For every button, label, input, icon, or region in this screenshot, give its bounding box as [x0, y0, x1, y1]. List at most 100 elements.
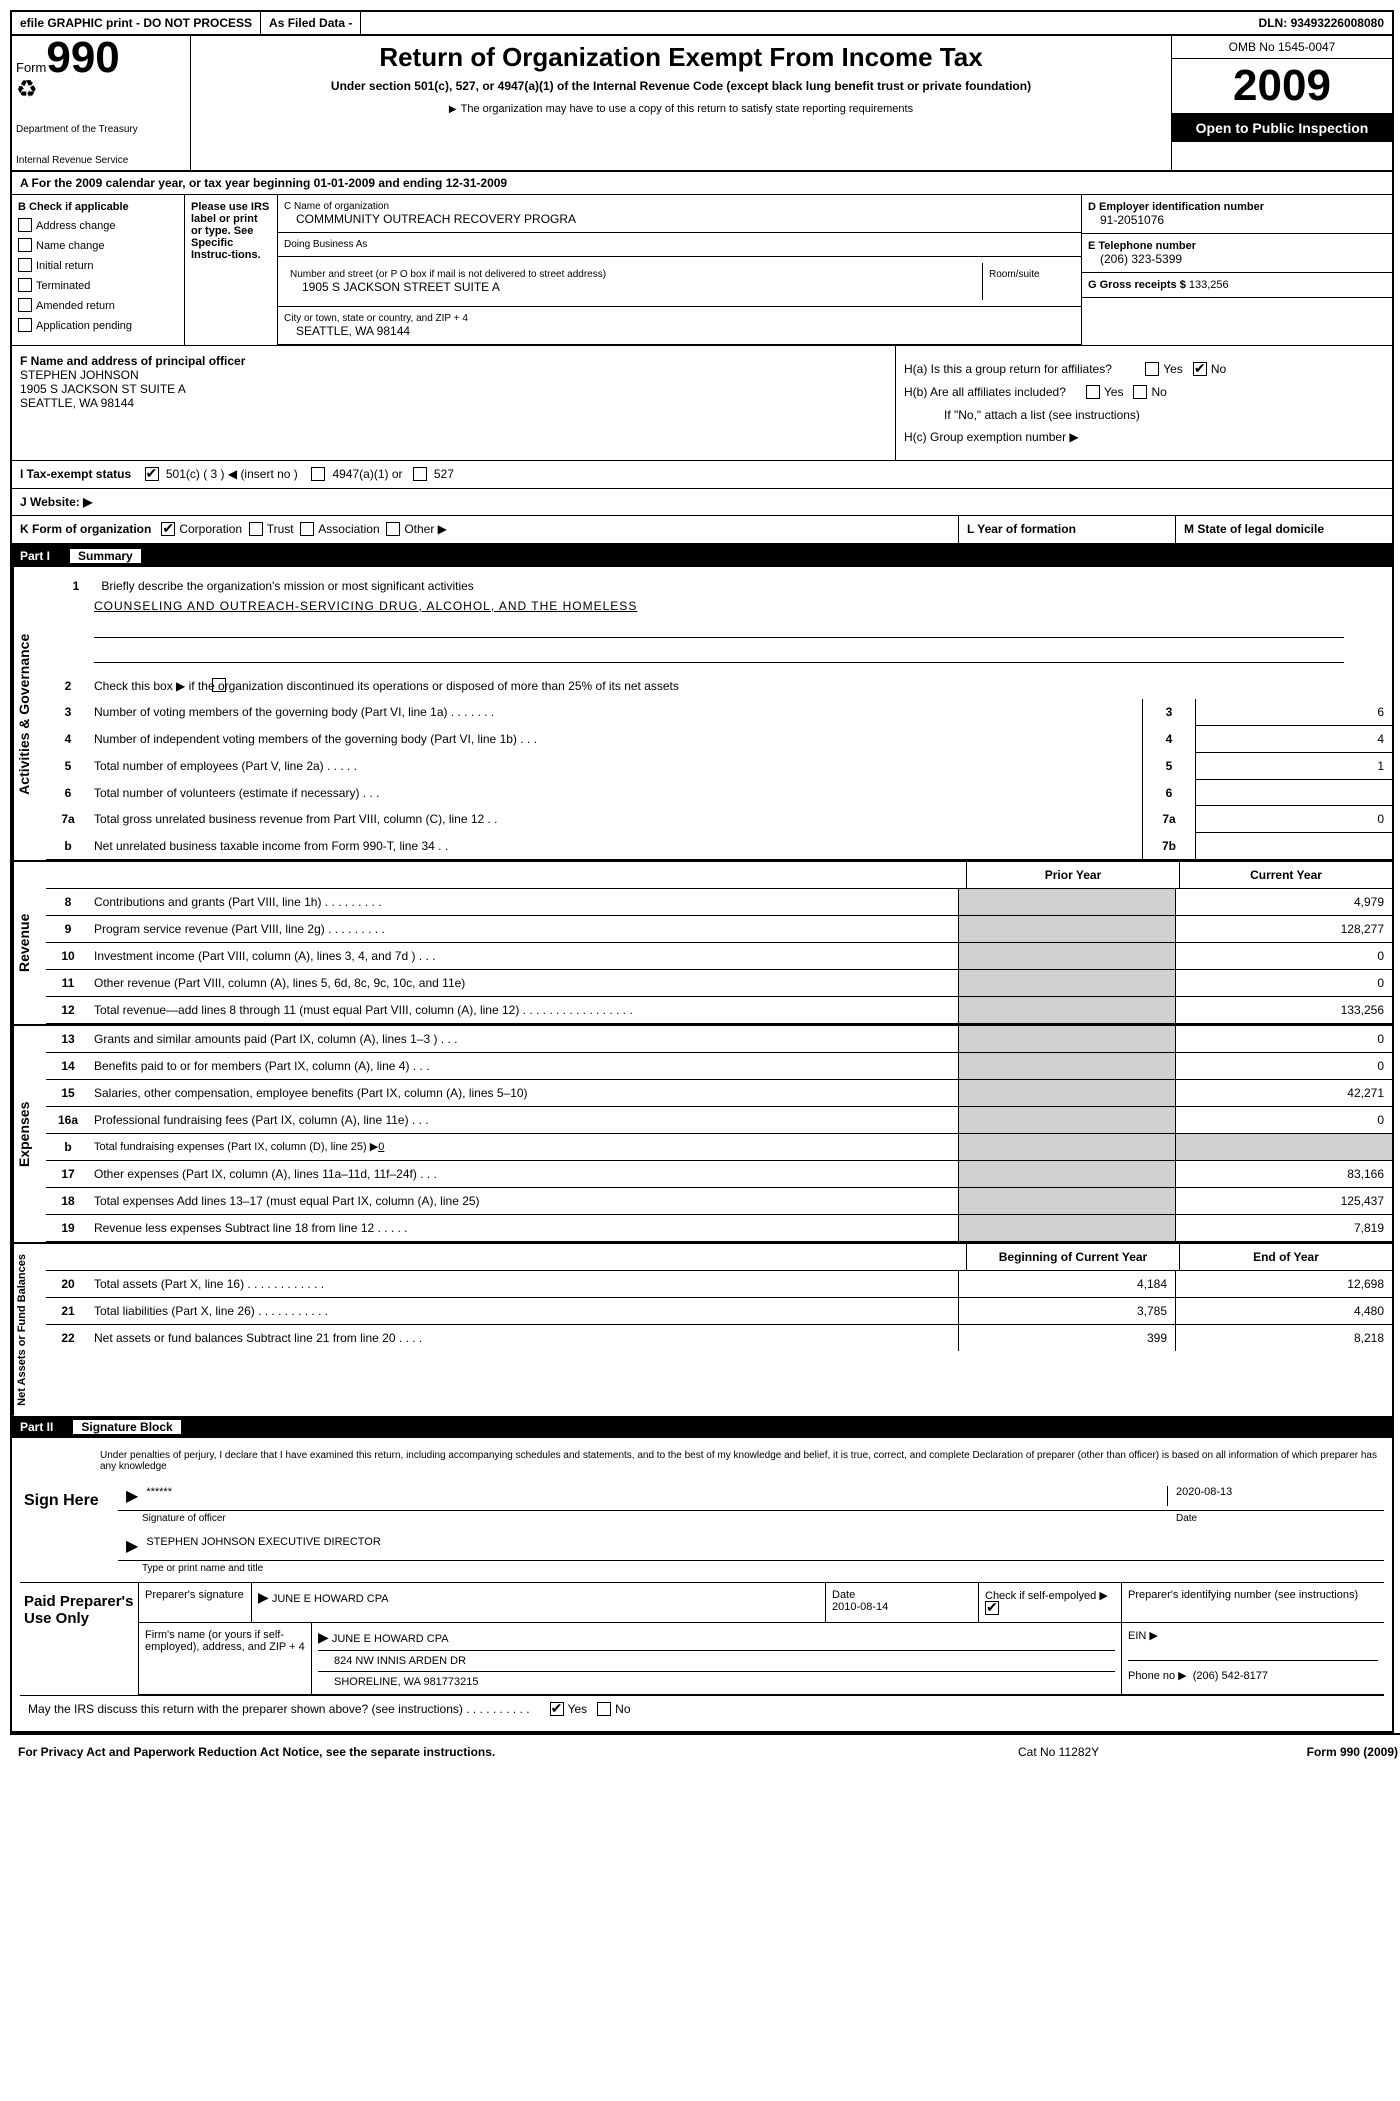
open-public: Open to Public Inspection: [1172, 114, 1392, 142]
checkbox-trust[interactable]: [249, 522, 263, 536]
checkbox-ha-no[interactable]: [1193, 362, 1207, 376]
hb-note: If "No," attach a list (see instructions…: [904, 408, 1384, 422]
self-emp-label: Check if self-empolyed ▶: [985, 1590, 1108, 1602]
line7a-value: 0: [1195, 806, 1392, 833]
checkbox-pending[interactable]: [18, 318, 32, 332]
ein-value: 91-2051076: [1088, 213, 1386, 227]
line3: Number of voting members of the governin…: [90, 699, 1142, 726]
year-cell: OMB No 1545-0047 2009 Open to Public Ins…: [1172, 36, 1392, 170]
prep-date-label: Date: [832, 1589, 972, 1601]
line21-begin: 3,785: [958, 1298, 1175, 1324]
street-value: 1905 S JACKSON STREET SUITE A: [290, 280, 976, 294]
checkbox-discuss-no[interactable]: [597, 1702, 611, 1716]
checkbox-hb-no[interactable]: [1133, 385, 1147, 399]
line12: Total revenue—add lines 8 through 11 (mu…: [90, 997, 958, 1023]
insert-no: (insert no ): [240, 467, 297, 481]
col-b-label: B Check if applicable: [18, 201, 178, 213]
m-state: M State of legal domicile: [1175, 516, 1392, 543]
line7a: Total gross unrelated business revenue f…: [90, 806, 1142, 833]
row-a-tax-year: A For the 2009 calendar year, or tax yea…: [12, 172, 1392, 195]
ein-label: D Employer identification number: [1088, 201, 1386, 213]
sign-here-label: Sign Here: [20, 1482, 118, 1582]
line5-value: 1: [1195, 753, 1392, 780]
checkbox-self-employed[interactable]: [985, 1601, 999, 1615]
netassets-section: Net Assets or Fund Balances Beginning of…: [12, 1242, 1392, 1416]
checkbox-discuss-yes[interactable]: [550, 1702, 564, 1716]
line17: Other expenses (Part IX, column (A), lin…: [90, 1161, 958, 1187]
line14-value: 0: [1175, 1053, 1392, 1079]
ein-label: EIN ▶: [1128, 1629, 1378, 1661]
line4: Number of independent voting members of …: [90, 726, 1142, 753]
line1-label: Briefly describe the organization's miss…: [101, 579, 473, 593]
org-name-label: C Name of organization: [284, 201, 1075, 212]
form-number-cell: Form990 ♻ Department of the Treasury Int…: [12, 36, 191, 170]
footer-form: Form 990 (2009): [1218, 1745, 1398, 1759]
revenue-section: Revenue Prior YearCurrent Year 8Contribu…: [12, 860, 1392, 1024]
checkbox-terminated[interactable]: [18, 278, 32, 292]
hb-label: H(b) Are all affiliates included?: [904, 385, 1066, 399]
checkbox-discontinued[interactable]: [212, 678, 226, 692]
f-label: F Name and address of principal officer: [20, 354, 887, 368]
h-group: H(a) Is this a group return for affiliat…: [896, 346, 1392, 460]
firm-name: JUNE E HOWARD CPA: [332, 1633, 449, 1645]
checkbox-corp[interactable]: [161, 522, 175, 536]
4947-label: 4947(a)(1) or: [332, 467, 402, 481]
dba-label: Doing Business As: [284, 239, 1075, 250]
l-year-formation: L Year of formation: [958, 516, 1175, 543]
line6-value: [1195, 780, 1392, 806]
date-label: Date: [1176, 1513, 1376, 1524]
line19-value: 7,819: [1175, 1215, 1392, 1241]
line7b-value: [1195, 833, 1392, 859]
irs-instructions: Please use IRS label or print or type. S…: [185, 195, 278, 345]
preparer-phone: (206) 542-8177: [1193, 1670, 1268, 1682]
checkbox-address-change[interactable]: [18, 218, 32, 232]
form-title: Return of Organization Exempt From Incom…: [197, 42, 1165, 73]
header: Form990 ♻ Department of the Treasury Int…: [12, 36, 1392, 172]
checkbox-hb-yes[interactable]: [1086, 385, 1100, 399]
j-website: J Website: ▶: [12, 489, 1392, 516]
officer-street: 1905 S JACKSON ST SUITE A: [20, 382, 887, 396]
line22-end: 8,218: [1175, 1325, 1392, 1351]
tel-label: E Telephone number: [1088, 240, 1386, 252]
room-label: Room/suite: [983, 263, 1075, 300]
officer-name: STEPHEN JOHNSON: [20, 368, 887, 382]
checkbox-amended[interactable]: [18, 298, 32, 312]
line3-value: 6: [1195, 699, 1392, 726]
line9-value: 128,277: [1175, 916, 1392, 942]
line6: Total number of volunteers (estimate if …: [90, 780, 1142, 806]
line15: Salaries, other compensation, employee b…: [90, 1080, 958, 1106]
end-year-header: End of Year: [1179, 1244, 1392, 1270]
k-label: K Form of organization: [20, 522, 151, 536]
line16a-value: 0: [1175, 1107, 1392, 1133]
checkbox-ha-yes[interactable]: [1145, 362, 1159, 376]
line21-end: 4,480: [1175, 1298, 1392, 1324]
line22: Net assets or fund balances Subtract lin…: [90, 1325, 958, 1351]
checkbox-initial[interactable]: [18, 258, 32, 272]
checkbox-4947[interactable]: [311, 467, 325, 481]
section-bcd: B Check if applicable Address change Nam…: [12, 195, 1392, 346]
title-cell: Return of Organization Exempt From Incom…: [191, 36, 1172, 170]
officer-city: SEATTLE, WA 98144: [20, 396, 887, 410]
checkbox-name-change[interactable]: [18, 238, 32, 252]
line14: Benefits paid to or for members (Part IX…: [90, 1053, 958, 1079]
prep-sig-label: Preparer's signature: [139, 1583, 252, 1622]
checkbox-other[interactable]: [386, 522, 400, 536]
street-label: Number and street (or P O box if mail is…: [290, 269, 976, 280]
line10: Investment income (Part VIII, column (A)…: [90, 943, 958, 969]
footer-catno: Cat No 11282Y: [1018, 1745, 1218, 1759]
dept-irs: Internal Revenue Service: [16, 155, 186, 166]
line5: Total number of employees (Part V, line …: [90, 753, 1142, 780]
sig-officer-label: Signature of officer: [142, 1513, 1176, 1524]
checkbox-assoc[interactable]: [300, 522, 314, 536]
form-subtitle: Under section 501(c), 527, or 4947(a)(1)…: [197, 79, 1165, 93]
firm-addr2: SHORELINE, WA 981773215: [318, 1672, 1115, 1688]
checkbox-501c[interactable]: [145, 467, 159, 481]
efile-label: efile GRAPHIC print - DO NOT PROCESS: [12, 12, 261, 34]
arrow-icon: ▶: [126, 1486, 138, 1506]
checkbox-527[interactable]: [413, 467, 427, 481]
blank-line: [94, 617, 1344, 638]
tax-year: 2009: [1172, 59, 1392, 114]
line10-value: 0: [1175, 943, 1392, 969]
line22-begin: 399: [958, 1325, 1175, 1351]
line18-value: 125,437: [1175, 1188, 1392, 1214]
